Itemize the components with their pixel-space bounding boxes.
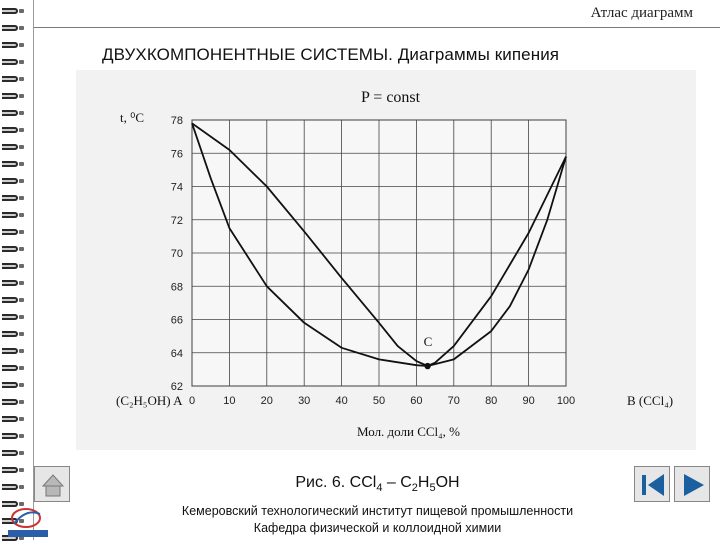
binding-ring	[2, 348, 24, 354]
y-tick-label: 72	[171, 215, 183, 227]
footer-institute: Кемеровский технологический институт пищ…	[181, 504, 574, 518]
back-icon	[642, 474, 664, 496]
binding-ring	[2, 110, 24, 116]
caption-subscript: 4	[376, 482, 383, 495]
chart-title: P = const	[361, 89, 421, 106]
binding-ring	[2, 212, 24, 218]
header-divider	[34, 27, 720, 28]
figure-caption: Рис. 6. CCl4 – C2H5OH	[34, 474, 720, 494]
x-tick-label: 0	[189, 395, 195, 407]
x-tick-label: 30	[298, 395, 310, 407]
x-tick-label: 10	[223, 395, 235, 407]
binding-ring	[2, 161, 24, 167]
forward-icon	[684, 474, 704, 496]
lower-curve	[191, 123, 567, 367]
institute-logo	[8, 508, 48, 537]
caption-part: Рис. 6. CCl	[295, 474, 377, 491]
binding-ring	[2, 433, 24, 439]
back-button[interactable]	[634, 466, 670, 502]
y-tick-label: 76	[171, 148, 183, 160]
binding-ring	[2, 127, 24, 133]
right-component-label: B (CCl₄)	[627, 393, 673, 408]
binding-ring	[2, 450, 24, 456]
binding-ring	[2, 93, 24, 99]
caption-subscript: 2	[411, 482, 418, 495]
x-tick-label: 40	[335, 395, 347, 407]
binding-ring	[2, 416, 24, 422]
spiral-binding	[0, 0, 26, 541]
binding-ring	[2, 467, 24, 473]
left-component-label: (C₂H₅OH) A	[116, 393, 183, 408]
x-tick-label: 100	[557, 395, 575, 407]
binding-ring	[2, 229, 24, 235]
forward-button[interactable]	[674, 466, 710, 502]
caption-subscript: 5	[429, 482, 436, 495]
caption-part: – C	[382, 474, 412, 491]
binding-ring	[2, 76, 24, 82]
binding-ring	[2, 195, 24, 201]
x-tick-label: 20	[261, 395, 273, 407]
caption-part: H	[417, 474, 430, 491]
home-icon	[41, 474, 65, 497]
binding-ring	[2, 25, 24, 31]
y-tick-label: 70	[171, 248, 183, 260]
header-title: Атлас диаграмм	[590, 5, 693, 21]
binding-ring	[2, 331, 24, 337]
binding-ring	[2, 399, 24, 405]
y-tick-label: 68	[171, 281, 183, 293]
boiling-diagram-panel: 0 10 20 30 40 50 60 70 80 90 100 62 64 66 68 70 72 74 76 78…	[76, 70, 696, 450]
home-button[interactable]	[34, 466, 70, 502]
footer: Кемеровский технологический институт пищ…	[34, 503, 720, 537]
binding-ring	[2, 280, 24, 286]
binding-ring	[2, 59, 24, 65]
y-tick-label: 66	[171, 315, 183, 327]
binding-ring	[2, 297, 24, 303]
upper-curve	[191, 122, 567, 367]
x-tick-label: 70	[448, 395, 460, 407]
x-tick-label: 50	[373, 395, 385, 407]
y-tick-label: 62	[171, 381, 183, 393]
boiling-diagram-chart: 0 10 20 30 40 50 60 70 80 90 100 62 64 66 68 70 72 74 76 78…	[116, 89, 673, 439]
azeotrope-point	[424, 362, 431, 370]
binding-ring	[2, 8, 24, 14]
azeotrope-label: C	[424, 334, 433, 349]
y-tick-label: 74	[171, 182, 183, 194]
footer-department: Кафедра физической и коллоидной химии	[253, 521, 502, 535]
binding-ring	[2, 314, 24, 320]
binding-ring	[2, 144, 24, 150]
x-tick-label: 90	[522, 395, 534, 407]
y-tick-label: 64	[171, 348, 183, 360]
binding-ring	[2, 382, 24, 388]
slide-title: ДВУХКОМПОНЕНТНЫЕ СИСТЕМЫ. Диаграммы кипе…	[102, 45, 560, 64]
x-axis-label: Мол. доли CCl₄, %	[357, 424, 460, 439]
binding-ring	[2, 365, 24, 371]
y-tick-label: 78	[171, 115, 183, 127]
y-axis-label: t, ⁰C	[120, 110, 144, 125]
x-tick-label: 80	[485, 395, 497, 407]
binding-ring	[2, 501, 24, 507]
binding-ring	[2, 42, 24, 48]
binding-ring	[2, 263, 24, 269]
binding-ring	[2, 178, 24, 184]
x-tick-label: 60	[410, 395, 422, 407]
binding-ring	[2, 484, 24, 490]
slide-page: Атлас диаграмм ДВУХКОМПОНЕНТНЫЕ СИСТЕМЫ.…	[33, 0, 720, 540]
caption-part: OH	[435, 474, 460, 491]
binding-ring	[2, 246, 24, 252]
